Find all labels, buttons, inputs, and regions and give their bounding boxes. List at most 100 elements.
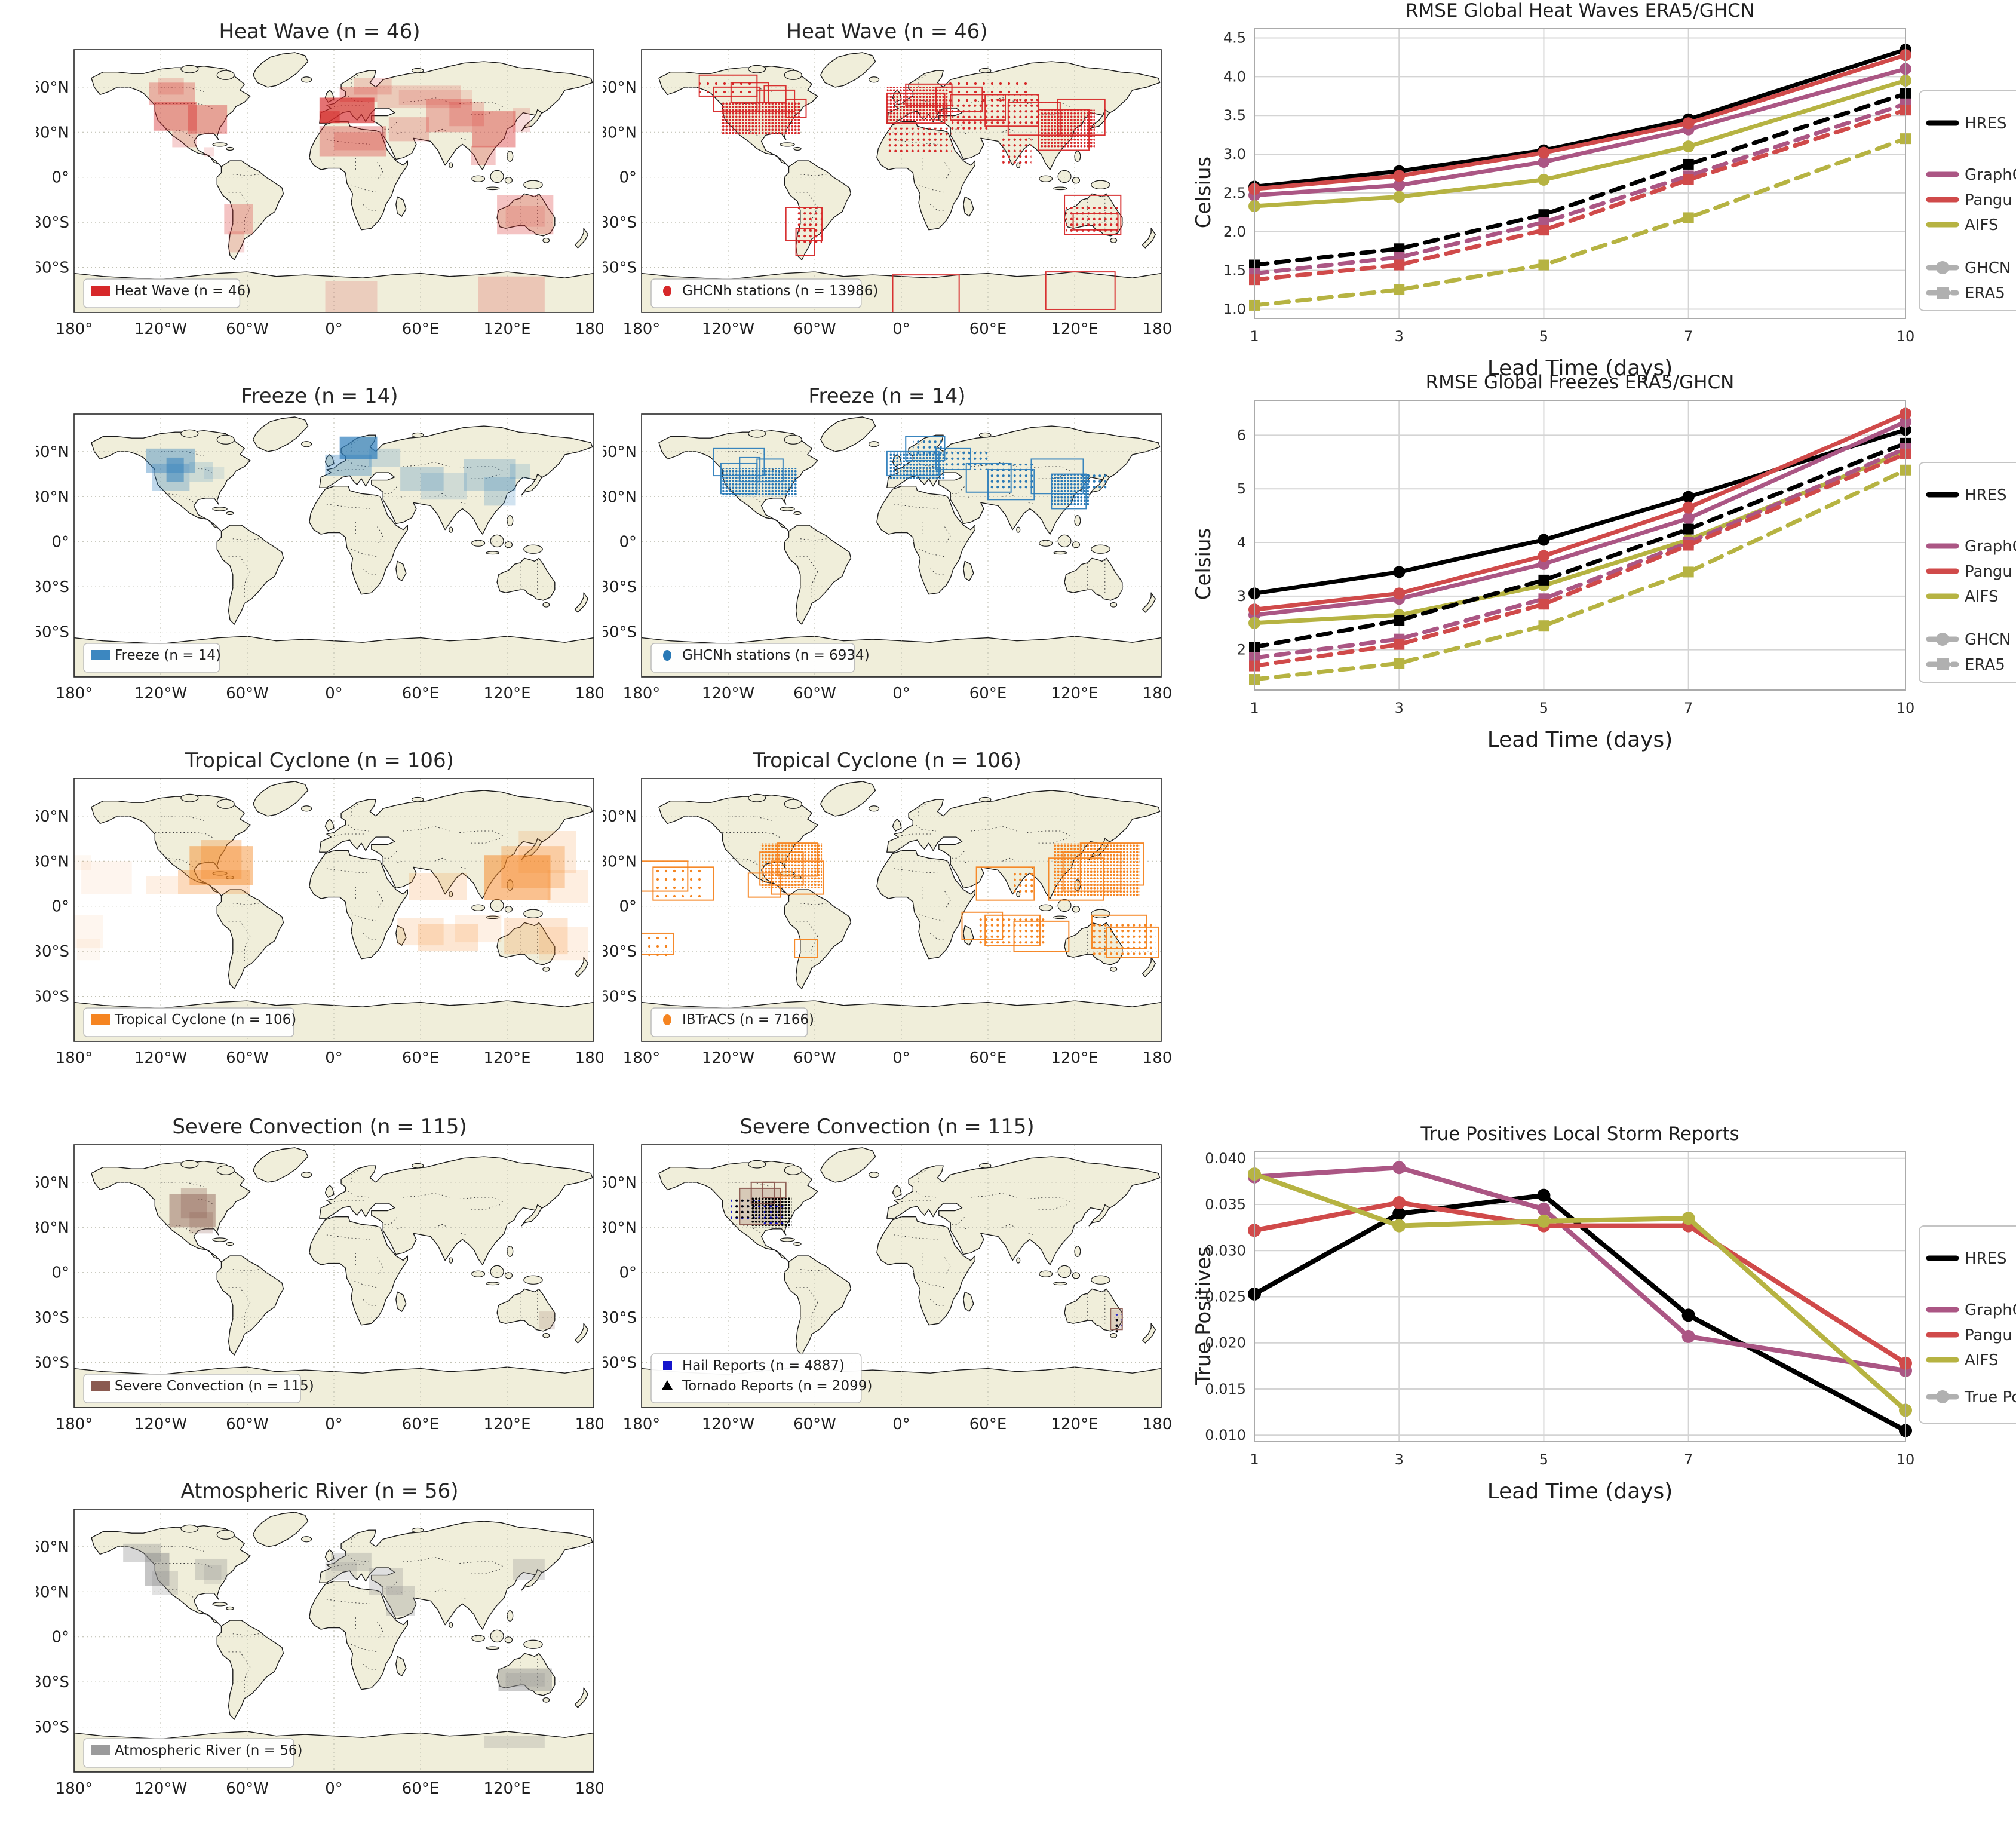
lat-tick-label: 60°S <box>36 1719 69 1737</box>
y-tick-label: 0.010 <box>1205 1427 1246 1443</box>
lon-tick-label: 120°E <box>1051 685 1098 703</box>
lat-tick-label: 60°N <box>603 1174 637 1192</box>
chart-frame <box>1254 28 1906 319</box>
y-tick-label: 3.5 <box>1223 107 1246 124</box>
lon-tick-label: 60°W <box>226 1049 269 1067</box>
lon-tick-label: 0° <box>325 1780 343 1798</box>
lon-tick-label: 120°W <box>702 320 754 338</box>
lat-tick-label: 60°N <box>36 443 69 461</box>
event-boxes <box>169 1188 555 1330</box>
x-tick-label: 3 <box>1395 328 1404 345</box>
legend-model-label: AIFS <box>1965 1351 1998 1369</box>
lat-tick-label: 60°N <box>36 1174 69 1192</box>
map-tropical-cyclone-events: Tropical Cyclone (n = 106) 60°N 30°N 0° 30°… <box>30 744 612 1102</box>
lat-tick-label: 30°N <box>36 1583 69 1601</box>
lon-tick-label: 60°W <box>793 685 836 703</box>
chart-frame <box>1254 1151 1906 1442</box>
lon-tick-label: 120°W <box>134 320 187 338</box>
map-legend-label: Tornado Reports (n = 2099) <box>682 1378 872 1394</box>
severe-convection-events-svg: 60°N 30°N 0° 30°S 60°S 180° 120°W 60°W 0° 60°E 120… <box>30 1144 612 1433</box>
atmospheric-river-events-svg: 60°N 30°N 0° 30°S 60°S 180° 120°W 60°W 0° 60°E 120… <box>30 1509 612 1798</box>
lon-tick-label: 60°E <box>969 1049 1007 1067</box>
lat-tick-label: 0° <box>51 898 69 916</box>
freeze-events-svg: 60°N 30°N 0° 30°S 60°S 180° 120°W 60°W 0° 60°E 120… <box>30 413 612 703</box>
event-boxes <box>123 1543 552 1748</box>
lon-tick-label: 0° <box>892 1049 910 1067</box>
lon-tick-label: 60°E <box>969 685 1007 703</box>
lat-tick-label: 60°N <box>36 79 69 97</box>
graticule <box>74 1509 594 1772</box>
legend-model-label: HRES <box>1965 115 2007 133</box>
map-legend: GHCNh stations (n = 13986) <box>650 278 878 308</box>
series-lines <box>1248 407 1911 685</box>
legend-model-label: Pangu Weather <box>1965 563 2016 581</box>
legend-model-label: GraphCast <box>1965 166 2016 184</box>
x-tick-label: 1 <box>1250 1451 1259 1468</box>
lat-tick-label: 0° <box>619 1264 637 1282</box>
y-tick-label: 2.0 <box>1223 223 1246 240</box>
legend-model-label: GraphCast <box>1965 1301 2016 1319</box>
lat-tick-label: 30°N <box>36 488 69 506</box>
lat-tick-label: 30°S <box>36 1309 69 1327</box>
map-content <box>74 50 594 312</box>
map-severe-convection-events: Severe Convection (n = 115) 60°N 30°N 0° 30… <box>30 1110 612 1469</box>
lat-tick-label: 60°N <box>603 808 637 826</box>
lon-tick-label: 120°E <box>483 685 530 703</box>
y-tick-label: 0.015 <box>1205 1381 1246 1397</box>
lat-tick-label: 30°N <box>603 124 637 142</box>
map-freeze-events: Freeze (n = 14) 60°N 30°N 0° 30°S 60°S 180° 12… <box>30 379 612 738</box>
chart-xlabel: Lead Time (days) <box>1487 1479 1673 1504</box>
map-frame <box>641 778 1162 1042</box>
lon-tick-label: 60°W <box>226 1415 269 1433</box>
lon-tick-label: 120°E <box>483 1049 530 1067</box>
lat-tick-label: 60°S <box>36 259 69 277</box>
map-legend-label: IBTrACS (n = 7166) <box>682 1012 814 1028</box>
legend-model-label: GraphCast <box>1965 538 2016 556</box>
map-severe-convection-reports: Severe Convection (n = 115) 60°N 30°N 0° 30… <box>597 1110 1180 1469</box>
lat-tick-label: 60°S <box>603 988 637 1006</box>
map-title: Heat Wave (n = 46) <box>786 20 988 44</box>
heat-wave-stations-svg: 60°N 30°N 0° 30°S 60°S 180° 120°W 60°W 0° 60°E 120… <box>597 49 1180 338</box>
lat-tick-label: 60°N <box>603 443 637 461</box>
lat-tick-label: 30°N <box>603 1219 637 1237</box>
map-tropical-cyclone-tracks: Tropical Cyclone (n = 106) 60°N 30°N 0° 30°… <box>597 744 1180 1102</box>
chart-svg: 2 3 4 5 6 1 3 5 7 10 HRES GraphCast Pangu Weather AIF… <box>1237 400 2016 716</box>
y-tick-label: 2 <box>1237 642 1246 658</box>
x-tick-label: 1 <box>1250 700 1259 716</box>
lon-tick-label: 0° <box>892 685 910 703</box>
lon-tick-label: 180° <box>575 320 603 338</box>
y-tick-label: 0.030 <box>1205 1242 1246 1259</box>
severe-convection-reports-map: 60°N 30°N 0° 30°S 60°S 180° 120°W 60°W 0° 60°E 120… <box>597 1141 1180 1454</box>
y-tick-label: 0.040 <box>1205 1150 1246 1167</box>
map-frame <box>73 49 594 313</box>
lat-tick-label: 30°S <box>603 214 637 232</box>
lon-tick-label: 0° <box>892 320 910 338</box>
lon-tick-label: 180° <box>1143 1049 1171 1067</box>
tropical-cyclone-tracks-svg: 60°N 30°N 0° 30°S 60°S 180° 120°W 60°W 0° 60°E 120… <box>597 778 1180 1067</box>
chart-title: RMSE Global Freezes ERA5/GHCN <box>1425 372 1735 393</box>
lon-tick-label: 120°E <box>483 1415 530 1433</box>
y-tick-label: 6 <box>1237 427 1246 443</box>
lon-tick-label: 180° <box>56 1780 93 1798</box>
map-legend: Freeze (n = 14) <box>83 643 221 673</box>
series-lines <box>1248 44 1911 311</box>
graticule <box>74 414 594 677</box>
lon-tick-label: 120°E <box>483 1780 530 1798</box>
y-tick-label: 4 <box>1237 534 1246 551</box>
map-title: Atmospheric River (n = 56) <box>180 1479 459 1503</box>
y-tick-label: 3.0 <box>1223 146 1246 163</box>
lon-tick-label: 120°E <box>483 320 530 338</box>
lon-tick-label: 120°E <box>1051 320 1098 338</box>
chart-xlabel: Lead Time (days) <box>1487 728 1673 752</box>
map-legend-label: Tropical Cyclone (n = 106) <box>114 1012 296 1028</box>
lon-tick-label: 60°E <box>402 1415 440 1433</box>
series-lines <box>1248 1161 1912 1437</box>
lat-tick-label: 30°S <box>603 1309 637 1327</box>
lat-tick-label: 0° <box>51 1264 69 1282</box>
map-frame <box>73 413 594 678</box>
event-boxes <box>146 436 530 506</box>
map-legend: GHCNh stations (n = 6934) <box>650 643 870 673</box>
map-axis-labels: 60°N 30°N 0° 30°S 60°S 180° 120°W 60°W 0° 60°E 120… <box>30 1174 612 1433</box>
lat-tick-label: 60°S <box>36 988 69 1006</box>
chart-svg: 1.0 1.5 2.0 2.5 3.0 3.5 4.0 4.5 1 3 5 7 10 HRES GraphC… <box>1223 28 2016 345</box>
